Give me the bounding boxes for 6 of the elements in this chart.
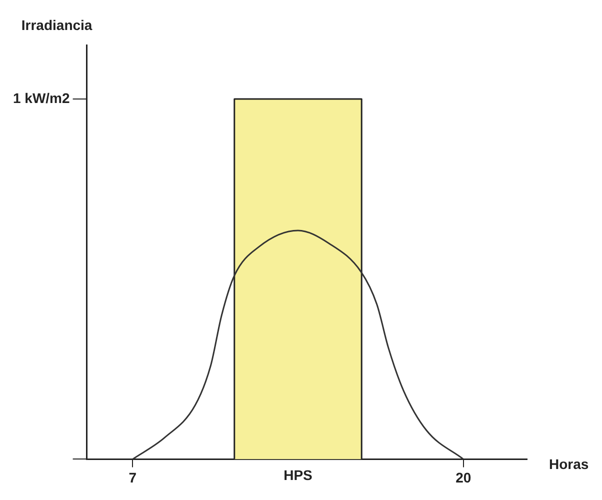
x-tick-label: 7	[128, 469, 137, 486]
x-tick-label: 20	[456, 469, 472, 486]
y-tick-label: 1 kW/m2	[12, 90, 70, 106]
series-label: HPS	[284, 467, 312, 484]
x-axis-title: Horas	[549, 456, 589, 472]
y-axis-title: Irradiancia	[21, 16, 92, 33]
